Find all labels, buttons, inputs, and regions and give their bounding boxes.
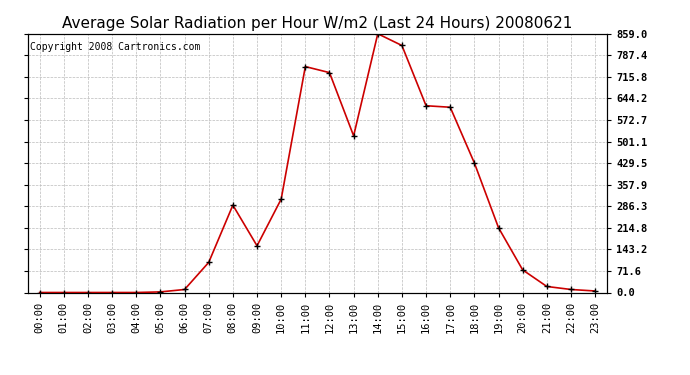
Title: Average Solar Radiation per Hour W/m2 (Last 24 Hours) 20080621: Average Solar Radiation per Hour W/m2 (L…	[62, 16, 573, 31]
Text: Copyright 2008 Cartronics.com: Copyright 2008 Cartronics.com	[30, 42, 201, 51]
